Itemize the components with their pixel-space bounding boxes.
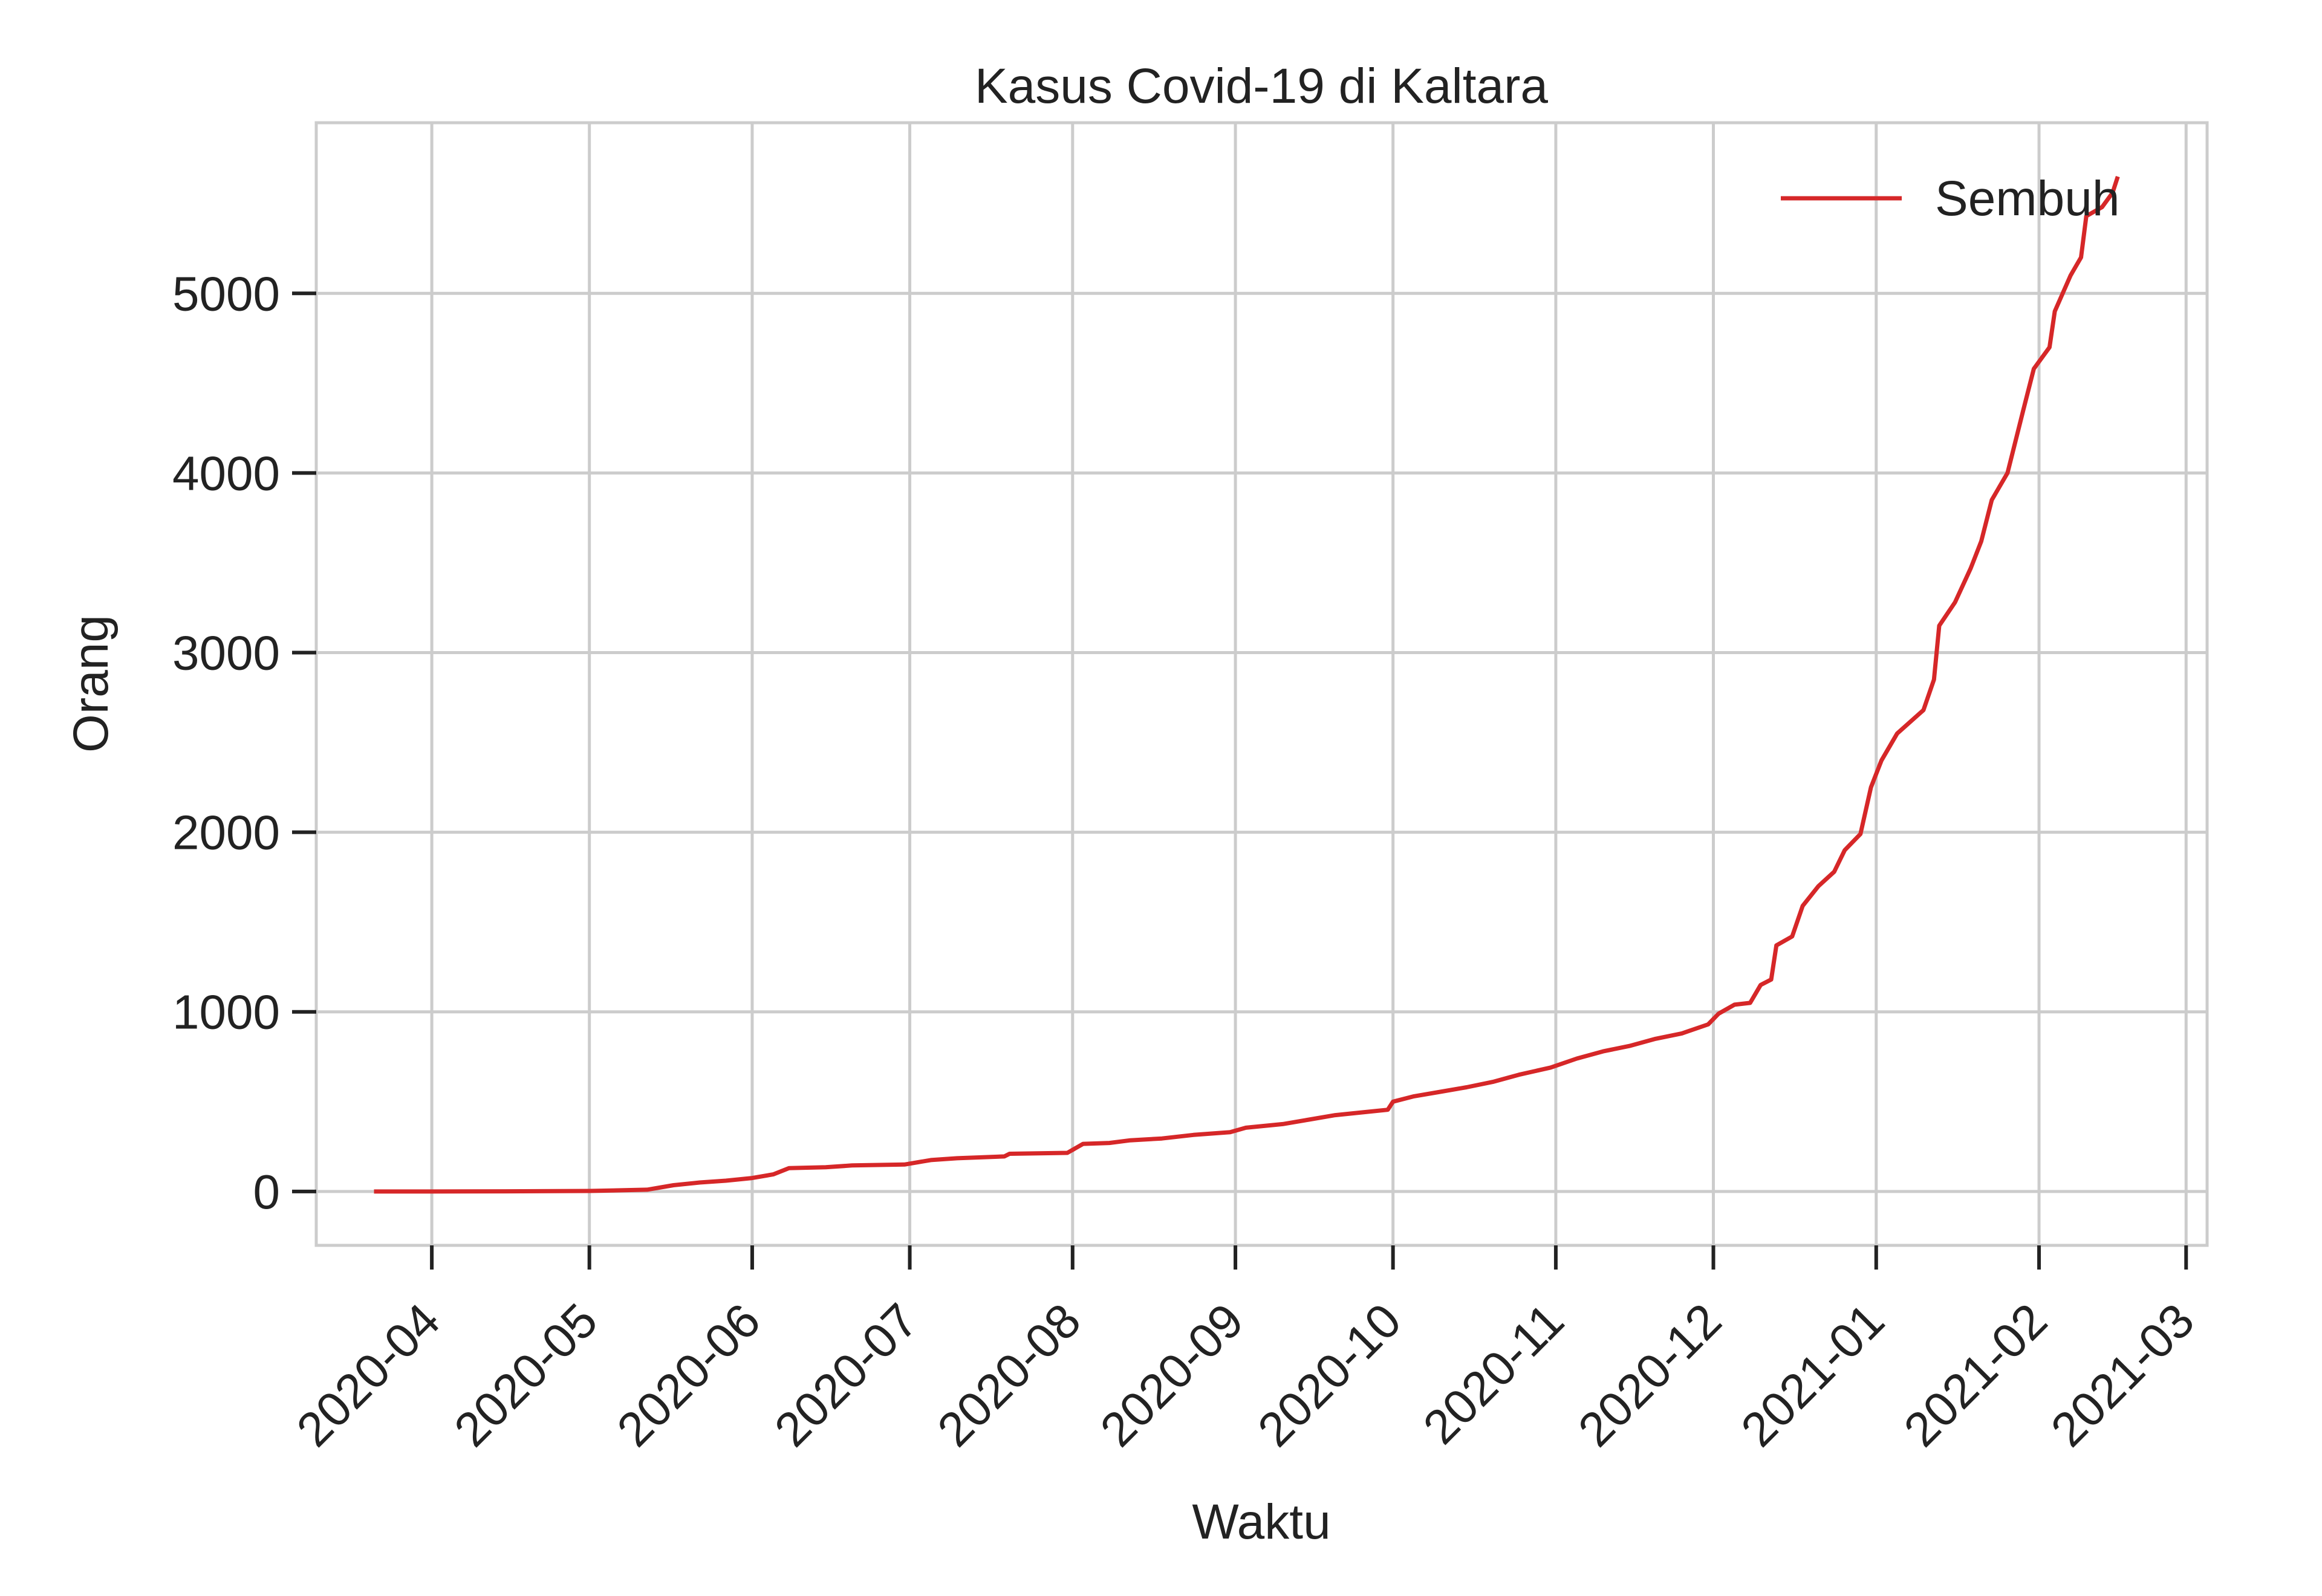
x-axis: 2020-042020-052020-062020-072020-082020-…: [287, 1245, 2205, 1457]
y-axis-label: Orang: [63, 615, 119, 753]
y-tick-label: 5000: [172, 267, 280, 320]
chart-title: Kasus Covid-19 di Kaltara: [975, 59, 1548, 114]
x-tick-label: 2020-09: [1090, 1293, 1254, 1457]
x-tick-label: 2021-01: [1731, 1293, 1894, 1457]
plot-area: [314, 121, 2209, 1247]
x-tick-label: 2021-03: [2041, 1293, 2205, 1457]
x-tick-label: 2020-06: [607, 1293, 770, 1457]
x-tick-label: 2020-05: [444, 1293, 608, 1457]
y-tick-label: 1000: [172, 985, 280, 1039]
x-tick-label: 2020-11: [1413, 1293, 1574, 1454]
x-tick-label: 2020-04: [287, 1293, 450, 1457]
y-tick-label: 2000: [172, 806, 280, 860]
legend: Sembuh: [1781, 171, 2119, 226]
y-tick-label: 3000: [172, 626, 280, 680]
x-tick-label: 2020-10: [1247, 1293, 1411, 1457]
x-tick-label: 2020-12: [1568, 1293, 1732, 1457]
x-tick-label: 2020-08: [927, 1293, 1091, 1457]
y-tick-label: 4000: [172, 446, 280, 500]
grid: [316, 123, 2207, 1245]
y-tick-label: 0: [253, 1165, 281, 1219]
series-line-sembuh: [374, 176, 2120, 1194]
series-lines: [374, 176, 2120, 1194]
x-tick-label: 2020-07: [764, 1293, 928, 1457]
x-tick-label: 2021-02: [1894, 1293, 2058, 1457]
legend-label: Sembuh: [1935, 171, 2119, 226]
y-axis: 0 1000 2000 3000 4000 5000: [172, 267, 316, 1219]
x-axis-label: Waktu: [1192, 1494, 1330, 1549]
